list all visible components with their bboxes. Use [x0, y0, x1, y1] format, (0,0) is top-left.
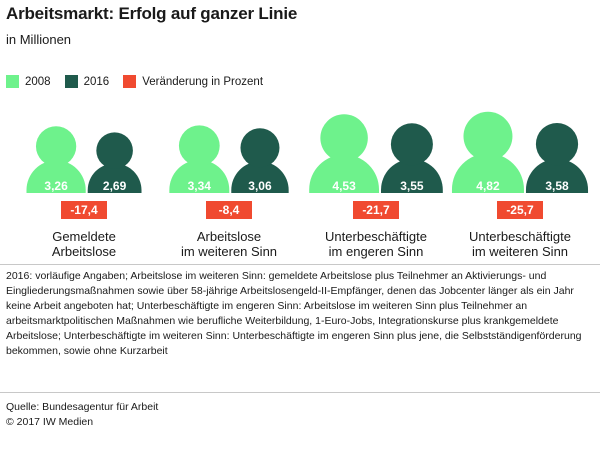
- figure-2008-1-body: [26, 160, 86, 193]
- category-label-3-line2: im engeren Sinn: [329, 244, 424, 259]
- chart-subtitle: in Millionen: [6, 32, 72, 47]
- change-label-2: -8,4: [219, 203, 240, 217]
- change-label-1: -17,4: [70, 203, 98, 217]
- legend-label-change: Veränderung in Prozent: [142, 75, 264, 88]
- category-label-2-line2: im weiteren Sinn: [181, 244, 277, 259]
- change-badge-1: [61, 201, 107, 219]
- figure-2016-4-head: [535, 122, 579, 166]
- legend-label-2016: 2016: [83, 75, 110, 88]
- legend-item-2016: 2016: [64, 75, 110, 88]
- change-badge-2: [206, 201, 252, 219]
- figure-2008-3-body: [309, 154, 380, 193]
- divider-top: [0, 264, 600, 265]
- legend-item-2008: 2008: [6, 75, 51, 88]
- category-label-2-line1: Arbeitslose: [197, 229, 261, 244]
- value-label-2016-2: 3,06: [248, 179, 272, 193]
- figure-2008-1-head: [35, 126, 77, 167]
- legend-item-change: Veränderung in Prozent: [123, 75, 263, 88]
- figure-2008-2-head: [178, 125, 220, 167]
- figure-2016-3-body: [381, 159, 443, 193]
- category-label-1-line2: Arbeitslose: [52, 244, 116, 259]
- legend: 2008 2016 Veränderung in Prozent: [6, 75, 277, 88]
- value-label-2016-3: 3,55: [400, 179, 424, 193]
- change-badge-4: [497, 201, 543, 219]
- value-label-2008-4: 4,82: [476, 179, 500, 193]
- divider-bottom: [0, 392, 600, 393]
- chart-title: Arbeitsmarkt: Erfolg auf ganzer Linie: [6, 4, 298, 23]
- footnote: 2016: vorläufige Angaben; Arbeitslose im…: [6, 270, 582, 357]
- figure-2016-3-head: [390, 123, 433, 166]
- change-label-3: -21,7: [362, 203, 390, 217]
- legend-swatch-change: [123, 75, 137, 88]
- source-text: Quelle: Bundesagentur für Arbeit: [6, 401, 159, 413]
- source: Quelle: Bundesagentur für Arbeit © 2017 …: [6, 400, 158, 430]
- figure-2008-3-head: [320, 114, 368, 162]
- value-label-2016-1: 2,69: [103, 179, 127, 193]
- category-label-4-line2: im weiteren Sinn: [472, 244, 568, 259]
- figure-2008-4-body: [451, 153, 524, 193]
- value-label-2008-2: 3,34: [188, 179, 212, 193]
- legend-label-2008: 2008: [25, 75, 51, 88]
- value-label-2008-3: 4,53: [332, 179, 356, 193]
- copyright-text: © 2017 IW Medien: [6, 416, 94, 428]
- figure-2016-1-head: [96, 132, 133, 169]
- change-badge-3: [353, 201, 399, 219]
- change-label-4: -25,7: [506, 203, 534, 217]
- figure-2016-1-body: [87, 163, 142, 193]
- category-label-3-line1: Unterbeschäftigte: [325, 229, 427, 244]
- legend-swatch-2008: [6, 75, 19, 88]
- legend-swatch-2016: [64, 75, 78, 88]
- figure-2008-4-head: [463, 111, 513, 161]
- value-label-2008-1: 3,26: [44, 179, 68, 193]
- figure-2016-4-body: [525, 158, 589, 193]
- figure-2008-2-body: [169, 160, 230, 193]
- figure-2016-2-body: [231, 161, 289, 193]
- category-label-1-line1: Gemeldete: [52, 229, 116, 244]
- value-label-2016-4: 3,58: [545, 179, 569, 193]
- category-label-4-line1: Unterbeschäftigte: [469, 229, 571, 244]
- figure-2016-2-head: [240, 128, 280, 168]
